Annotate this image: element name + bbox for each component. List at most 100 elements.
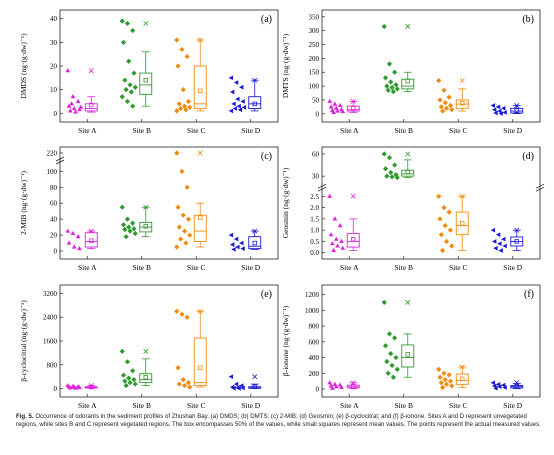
- max-marker: [252, 374, 258, 380]
- panel-label: (f): [524, 289, 534, 300]
- data-point: [501, 105, 506, 111]
- box: [139, 72, 153, 95]
- y-tick-label: 250: [309, 41, 320, 49]
- data-point: [175, 204, 181, 210]
- series-c: [436, 193, 469, 254]
- y-tick-label: 80: [50, 184, 58, 192]
- panel-label: (a): [261, 14, 272, 25]
- data-point: [181, 382, 188, 389]
- data-point: [66, 240, 72, 245]
- data-point: [501, 382, 506, 388]
- data-point: [123, 87, 129, 93]
- data-point: [236, 103, 241, 109]
- mean-marker: [89, 238, 94, 243]
- data-point: [130, 27, 136, 34]
- data-point: [240, 385, 245, 391]
- y-tick-label: 2.5: [310, 193, 319, 201]
- data-point: [68, 385, 73, 390]
- panel-label: (b): [522, 14, 534, 25]
- mean-marker: [89, 102, 94, 108]
- mean-marker: [460, 101, 465, 106]
- data-point: [491, 239, 497, 244]
- data-point: [179, 168, 185, 174]
- data-point: [449, 383, 455, 389]
- box: [139, 373, 153, 384]
- axis-break-mark: [55, 156, 65, 162]
- data-point: [239, 240, 244, 246]
- data-point: [236, 386, 241, 391]
- mean-marker: [252, 240, 257, 246]
- data-point: [446, 372, 452, 378]
- data-point: [381, 151, 387, 157]
- chart-panel-4: (e) β-cyclocitral (ng·(g·dw)⁻¹) Site A Site…: [19, 284, 279, 410]
- data-point: [382, 166, 389, 172]
- data-point: [327, 98, 333, 103]
- y-tick-label: 40: [50, 216, 58, 224]
- axis-break-mark: [535, 186, 545, 192]
- data-point: [385, 87, 391, 93]
- caption-text: Occurrence of odorants in the sediment p…: [16, 413, 541, 428]
- data-point: [120, 39, 127, 45]
- data-point: [130, 368, 136, 374]
- max-marker: [143, 20, 149, 26]
- max-marker: [197, 308, 203, 314]
- data-point: [187, 104, 193, 110]
- data-point: [438, 104, 444, 110]
- data-point: [127, 380, 133, 386]
- data-point: [389, 362, 395, 369]
- data-point: [131, 70, 137, 76]
- max-marker: [252, 77, 258, 83]
- box: [193, 65, 207, 109]
- y-tick-label: 0: [316, 110, 320, 118]
- x-tick-label: Site A: [340, 126, 359, 135]
- chart-panel-5: (f) β-ionone (ng·(g·dw)⁻¹) Site A Site B Sit…: [281, 284, 541, 410]
- data-point: [176, 224, 182, 230]
- data-point: [128, 89, 134, 95]
- x-tick-label: Site B: [394, 263, 413, 272]
- x-tick-label: Site B: [394, 401, 413, 410]
- y-tick-label: 800: [47, 361, 58, 369]
- data-point: [493, 385, 498, 391]
- series-a: [65, 228, 98, 251]
- x-tick-label: Site D: [503, 126, 523, 135]
- data-point: [75, 234, 81, 239]
- data-point: [70, 230, 76, 236]
- data-point: [235, 96, 240, 102]
- data-point: [495, 381, 501, 387]
- data-point: [490, 227, 496, 233]
- data-point: [123, 234, 129, 240]
- data-point: [389, 174, 395, 180]
- data-point: [436, 366, 442, 372]
- data-point: [441, 87, 447, 93]
- data-point: [495, 232, 501, 238]
- data-point: [231, 247, 236, 252]
- mean-marker: [252, 101, 257, 107]
- mean-marker: [143, 375, 148, 380]
- figure-caption: Fig. 5. Occurrence of odorants in the se…: [16, 413, 542, 429]
- series-c: [174, 150, 207, 250]
- mean-marker: [198, 215, 203, 220]
- data-point: [340, 245, 346, 250]
- series-b: [381, 23, 415, 95]
- data-point: [446, 209, 452, 215]
- y-axis-label: Geosmin (ng·(g·dw)⁻¹): [281, 167, 290, 238]
- y-axis-label: β-ionone (ng·(g·dw)⁻¹): [281, 305, 290, 376]
- series-c: [436, 364, 469, 391]
- plot-frame: [321, 146, 541, 260]
- data-point: [233, 236, 239, 242]
- data-point: [185, 98, 192, 105]
- mean-marker: [198, 88, 203, 94]
- data-point: [332, 101, 338, 106]
- data-point: [187, 232, 193, 238]
- box: [346, 233, 360, 248]
- x-tick-label: Site D: [241, 401, 261, 410]
- x-tick-label: Site A: [78, 263, 97, 272]
- y-tick-label: 220: [47, 150, 58, 158]
- data-point: [330, 241, 335, 246]
- max-marker: [350, 98, 356, 104]
- plot-frame: [59, 284, 279, 398]
- axis-break-mark: [317, 183, 327, 189]
- series-b: [119, 204, 153, 240]
- data-point: [337, 223, 343, 228]
- series-c: [174, 37, 207, 114]
